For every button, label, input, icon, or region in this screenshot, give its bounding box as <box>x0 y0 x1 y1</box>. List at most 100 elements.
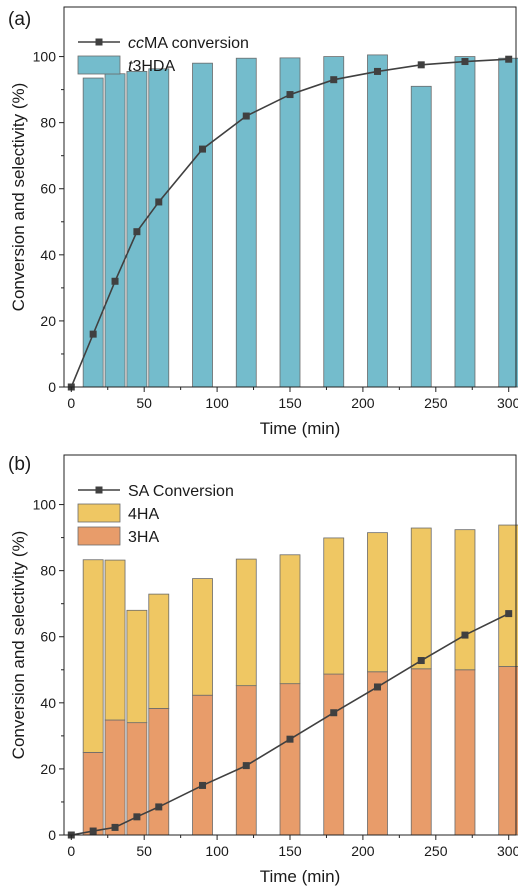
panel-label: (a) <box>8 9 31 30</box>
conversion-marker-270 <box>461 631 469 639</box>
bar-3hda-240 <box>410 85 432 388</box>
x-tick-label: 200 <box>351 843 375 859</box>
y-tick-label: 80 <box>40 563 56 579</box>
legend-label-italic: cc <box>128 35 144 52</box>
conversion-marker-30 <box>111 277 119 285</box>
conversion-marker-90 <box>199 781 207 789</box>
x-tick-label: 150 <box>278 395 302 411</box>
bar-3ha-150 <box>279 683 301 836</box>
legend-label: SA Conversion <box>128 483 234 500</box>
bar-4ha-15 <box>82 559 104 753</box>
bar-3hda-30 <box>104 73 126 388</box>
conversion-marker-210 <box>373 67 381 75</box>
bar-3hda-15 <box>82 77 104 388</box>
bar-3ha-60 <box>148 708 170 836</box>
bar-3hda-60 <box>148 68 170 388</box>
y-tick-label: 0 <box>48 827 56 843</box>
bar-3hda-270 <box>454 56 476 388</box>
panel-label: (b) <box>8 454 31 475</box>
legend-label-rest: MA conversion <box>144 35 249 52</box>
conversion-marker-60 <box>155 803 163 811</box>
conversion-marker-45 <box>133 813 141 821</box>
legend-bar-swatch <box>77 526 121 546</box>
bar-3ha-120 <box>235 685 257 836</box>
x-tick-label: 0 <box>67 395 75 411</box>
bar-3hda-150 <box>279 57 301 388</box>
y-tick-label: 0 <box>48 379 56 395</box>
conversion-marker-180 <box>330 76 338 84</box>
y-tick-label: 80 <box>40 115 56 131</box>
bar-3ha-210 <box>367 671 388 836</box>
bar-3hda-180 <box>323 56 345 388</box>
x-tick-label: 100 <box>205 395 229 411</box>
x-tick-label: 150 <box>278 843 302 859</box>
bar-4ha-270 <box>454 529 476 671</box>
y-axis-label: Conversion and selectivity (%) <box>9 531 28 760</box>
legend-label: ccMA conversion <box>128 35 249 52</box>
bar-3ha-30 <box>104 719 126 836</box>
legend-label-rest: 3HDA <box>132 58 175 75</box>
conversion-marker-180 <box>330 709 338 717</box>
conversion-marker-15 <box>89 330 97 338</box>
bar-3ha-270 <box>454 669 476 836</box>
x-axis-label: Time (min) <box>260 419 341 438</box>
conversion-marker-300 <box>505 55 513 63</box>
bar-4ha-180 <box>323 537 345 675</box>
y-tick-label: 40 <box>40 695 56 711</box>
bar-3hda-90 <box>192 62 213 388</box>
legend-label: t3HDA <box>128 58 175 75</box>
y-tick-label: 100 <box>33 497 57 513</box>
x-tick-label: 0 <box>67 843 75 859</box>
bar-4ha-300 <box>498 524 518 667</box>
conversion-marker-90 <box>199 145 207 153</box>
bar-3hda-210 <box>367 54 388 388</box>
x-tick-label: 50 <box>136 395 152 411</box>
legend-marker-swatch <box>95 486 103 494</box>
bar-3hda-120 <box>235 57 257 388</box>
x-tick-label: 300 <box>497 395 518 411</box>
legend-bar-swatch <box>77 503 121 523</box>
x-tick-label: 50 <box>136 843 152 859</box>
x-tick-label: 300 <box>497 843 518 859</box>
conversion-marker-30 <box>111 823 119 831</box>
y-tick-label: 60 <box>40 181 56 197</box>
x-tick-label: 200 <box>351 395 375 411</box>
conversion-marker-120 <box>242 762 250 770</box>
x-tick-label: 250 <box>424 843 448 859</box>
conversion-marker-150 <box>286 91 294 99</box>
bar-4ha-210 <box>367 532 388 673</box>
bar-4ha-45 <box>126 609 148 724</box>
legend-marker-swatch <box>95 38 103 46</box>
legend-label-italic: t <box>128 58 133 75</box>
x-tick-label: 100 <box>205 843 229 859</box>
x-axis-label: Time (min) <box>260 867 341 886</box>
bar-4ha-240 <box>410 527 432 670</box>
bar-3ha-240 <box>410 668 432 836</box>
bar-4ha-60 <box>148 593 170 709</box>
conversion-marker-15 <box>89 827 97 835</box>
y-tick-label: 20 <box>40 761 56 777</box>
legend-label: 4HA <box>128 506 159 523</box>
bar-3ha-300 <box>498 666 518 836</box>
bar-3ha-15 <box>82 751 104 836</box>
bar-3hda-300 <box>498 57 518 388</box>
bar-3ha-180 <box>323 673 345 836</box>
conversion-marker-240 <box>417 657 425 665</box>
conversion-marker-45 <box>133 228 141 236</box>
conversion-marker-120 <box>242 112 250 120</box>
bar-3ha-90 <box>192 694 213 836</box>
panel-a: (a) 0 50 100 150 200 250 300 0 20 40 60 80 100 Time (m… <box>8 6 518 438</box>
y-tick-label: 100 <box>33 49 57 65</box>
y-tick-label: 60 <box>40 629 56 645</box>
bar-4ha-150 <box>279 554 301 685</box>
y-tick-label: 40 <box>40 247 56 263</box>
bar-4ha-120 <box>235 558 257 687</box>
conversion-marker-210 <box>373 683 381 691</box>
panel-b: (b) 0 50 100 150 200 250 300 0 20 40 60 80 100 Time (m… <box>8 454 518 886</box>
legend-bar-swatch <box>77 55 121 75</box>
legend-label: 3HA <box>128 529 159 546</box>
bar-4ha-30 <box>104 559 126 721</box>
bar-4ha-90 <box>192 578 213 696</box>
conversion-marker-150 <box>286 735 294 743</box>
